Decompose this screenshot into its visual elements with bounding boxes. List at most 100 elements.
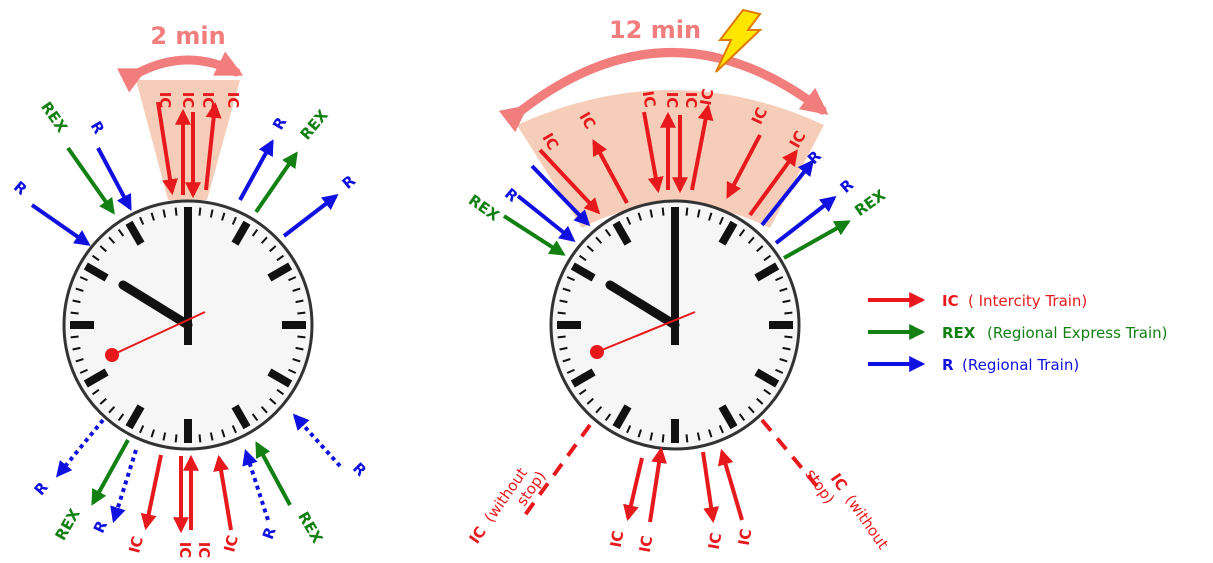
right-clock-minute-tick	[775, 276, 784, 282]
right-clock-minute-tick	[696, 209, 701, 218]
legend-rex-code: REX	[942, 324, 976, 342]
legend: IC ( Intercity Train) REX (Regional Expr…	[868, 292, 1168, 374]
right-ic-without-stop-se	[760, 418, 822, 492]
left-clock-minute-tick	[231, 425, 237, 434]
right-clock-hour-tick	[718, 220, 738, 246]
right-top-ic-label-2: IC	[575, 109, 599, 132]
right-clock-minute-tick	[566, 276, 575, 282]
left-r-dotted-departure-sw	[55, 418, 105, 478]
right-span-label: 12 min	[609, 16, 701, 44]
left-top-ic-label-3: IC	[199, 92, 217, 109]
left-clock-minute-tick	[79, 368, 88, 374]
right-clock-hour-tick	[718, 404, 738, 430]
without-stop-left-code: IC	[466, 523, 490, 547]
right-clock-group: 12 min IC IC IC IC IC IC	[465, 8, 892, 554]
left-clock-minute-tick	[251, 413, 259, 422]
left-clock-minute-tick	[295, 346, 304, 351]
right-clock-minute-tick	[557, 311, 566, 315]
left-clock-minute-tick	[221, 429, 226, 438]
right-clock-minute-tick	[763, 254, 772, 262]
right-bottom-ic-label-1: IC	[607, 529, 628, 548]
right-r-arrival-nw	[530, 164, 591, 227]
left-clock-hour-tick	[83, 262, 109, 282]
right-bottom-ic-label-4: IC	[735, 527, 756, 546]
right-clock-minute-tick	[559, 346, 568, 351]
right-r-arrival-w	[516, 194, 576, 242]
right-clock-minute-tick	[763, 388, 772, 396]
left-clock-minute-tick	[139, 216, 145, 225]
left-clock-minute-tick	[91, 254, 100, 262]
right-clock-minute-tick	[595, 236, 603, 244]
right-clock-minute-tick	[604, 228, 612, 237]
legend-ic-code: IC	[942, 292, 959, 310]
right-clock-minute-tick	[756, 245, 764, 253]
right-top-ic-label-1: IC	[538, 130, 562, 153]
right-top-ic-label-8: IC	[786, 128, 810, 151]
right-rex-departure-e	[783, 220, 851, 260]
right-clock-minute-tick	[782, 299, 791, 304]
left-r-dotted-arrival-se	[292, 413, 342, 468]
right-top-right-label-rex: REX	[851, 186, 889, 220]
left-ic-arrival-s4	[213, 454, 233, 531]
left-clock-minute-tick	[75, 358, 84, 363]
lightning-icon	[715, 8, 763, 73]
right-top-ic-label-4: IC	[663, 92, 681, 109]
left-clock-minute-tick	[198, 207, 202, 216]
right-hour-hand	[605, 280, 680, 330]
legend-r-code: R	[942, 356, 954, 374]
left-clock-minute-tick	[150, 429, 155, 438]
left-second-hand-dot	[105, 348, 119, 362]
left-clock-minute-tick	[117, 413, 125, 422]
left-clock-hour-tick	[231, 404, 251, 430]
right-clock-minute-tick	[562, 358, 571, 363]
right-clock-minute-tick	[566, 368, 575, 374]
left-bottom-label-ic-4: IC	[220, 533, 242, 554]
left-clock-minute-tick	[99, 245, 107, 253]
right-clock-minute-tick	[604, 413, 612, 422]
right-clock-minute-tick	[756, 397, 764, 405]
left-top-left-label-rex: REX	[37, 98, 71, 136]
left-bottom-label-r-left-inner: R	[90, 517, 111, 535]
legend-item-rex: REX (Regional Express Train)	[868, 324, 1168, 342]
right-top-right-label-r2: R	[837, 175, 858, 197]
right-clock-minute-tick	[559, 299, 568, 304]
left-clock-minute-tick	[260, 406, 268, 414]
left-top-right-label-rex: REX	[297, 106, 333, 143]
right-second-hand	[596, 311, 696, 353]
left-bottom-label-r-right-inner: R	[259, 524, 280, 541]
left-clock-minute-tick	[139, 425, 145, 434]
left-clock-minute-tick	[174, 207, 178, 216]
left-clock-minute-tick	[292, 287, 301, 292]
left-span-arrow	[117, 51, 244, 93]
left-bottom-label-ic-1: IC	[125, 534, 147, 555]
left-rex-departure-ne	[254, 151, 298, 214]
right-clock-hour-tick	[612, 220, 632, 246]
left-clock-group: 2 min IC IC IC IC REX R R	[10, 22, 370, 558]
right-clock-minute-tick	[738, 413, 746, 422]
right-clock-minute-tick	[661, 207, 665, 216]
left-clock-minute-tick	[72, 346, 81, 351]
right-clock-minute-tick	[578, 388, 587, 396]
left-clock-minute-tick	[99, 397, 107, 405]
left-clock-minute-tick	[251, 228, 259, 237]
right-clock-minute-tick	[626, 216, 632, 225]
right-clock-minute-tick	[708, 212, 713, 221]
left-bottom-label-r-right-outer: R	[349, 459, 370, 480]
left-top-ic-arrows	[156, 101, 222, 199]
right-clock-minute-tick	[779, 287, 788, 292]
right-ic-departure-s3	[701, 451, 720, 524]
right-clock-hour-tick	[570, 262, 596, 282]
left-clock-hour-tick	[83, 368, 109, 388]
right-ic-departure-s1	[623, 457, 644, 522]
right-clock-minute-tick	[557, 335, 566, 339]
left-top-ic-label-1: IC	[156, 92, 174, 109]
legend-item-r: R (Regional Train)	[868, 356, 1079, 374]
left-clock-minute-tick	[79, 276, 88, 282]
left-rex-departure-sw	[91, 439, 130, 506]
right-clock-minute-tick	[637, 429, 642, 438]
left-bottom-label-rex-left: REX	[52, 505, 84, 543]
right-clock-minute-tick	[747, 236, 755, 244]
right-clock-minute-tick	[747, 406, 755, 414]
right-ic-arrival-s4	[717, 448, 744, 521]
